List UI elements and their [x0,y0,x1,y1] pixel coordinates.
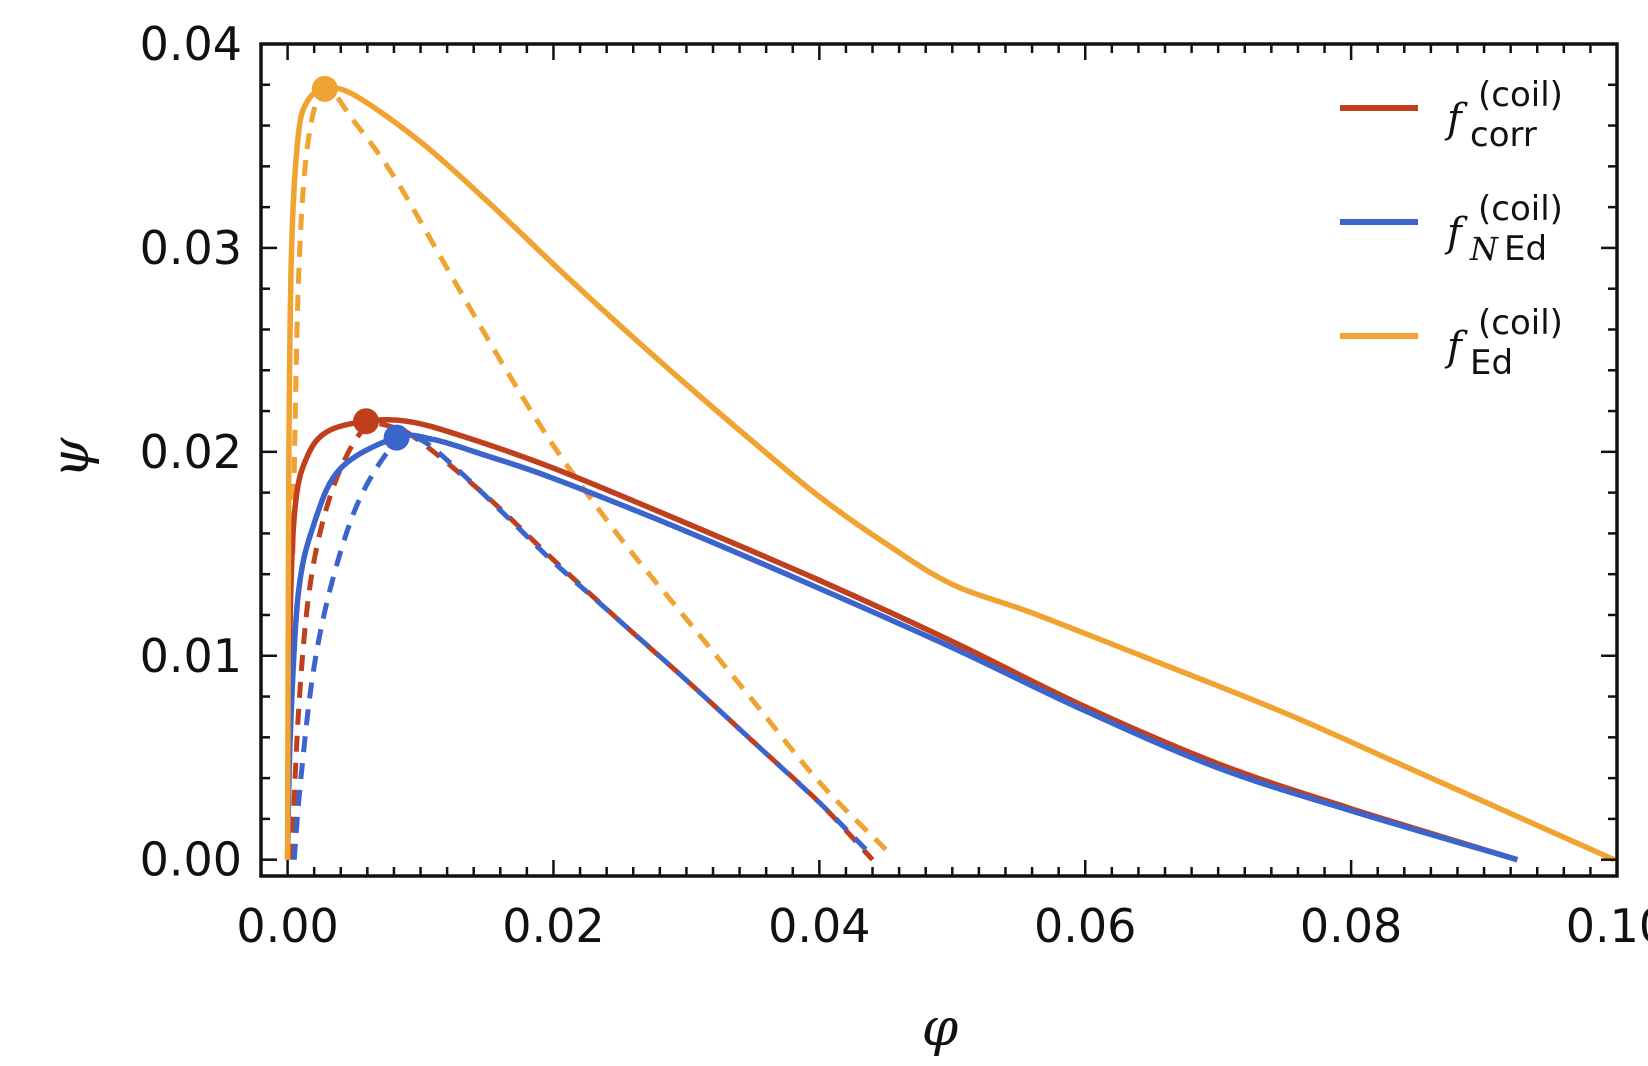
y-tick-label: 0.00 [140,833,242,887]
series-ed-solid-line [284,85,1616,863]
x-axis-label: φ [922,998,959,1058]
y-tick-label: 0.03 [140,221,242,275]
legend-item-n-ed: f(coil)N Ed [1340,189,1563,269]
series-n-ed-dashed-line [291,432,868,860]
x-tick-label: 0.10 [1566,899,1648,953]
peak-markers [311,75,410,451]
tick-labels: 0.00 0.02 0.04 0.06 0.08 0.10 0.00 0.01 0.02 0.03… [140,17,1648,953]
legend-superscript: (coil) [1478,189,1563,229]
x-tick-label: 0.06 [1034,899,1136,953]
legend-subscript: Ed [1504,229,1547,269]
y-tick-label: 0.02 [140,425,242,479]
axis-ticks [261,42,1619,876]
legend-superscript: (coil) [1478,75,1563,115]
y-tick-label: 0.01 [140,629,242,683]
x-tick-label: 0.04 [768,899,870,953]
legend-item-corr: f(coil)corr [1340,75,1563,155]
plot-frame [259,42,1619,878]
legend-subscript-italic: N [1469,230,1499,268]
x-tick-label: 0.00 [236,899,338,953]
x-tick-label: 0.08 [1300,899,1402,953]
y-axis-label: ψ [41,436,101,478]
series-corr-dashed-line [289,421,875,862]
series-ed-dashed-line [290,86,888,852]
plot-curves [284,85,1616,863]
series-n-ed-solid-line [284,432,1519,863]
legend-symbol: f [1444,210,1468,256]
legend-subscript: Ed [1470,343,1513,383]
series-corr-peak-point [353,408,380,435]
legend-item-ed: f(coil)Ed [1340,303,1563,383]
series-ed-peak-point [311,75,338,102]
legend-superscript: (coil) [1478,303,1563,343]
series-corr-solid-line [284,417,1519,863]
x-tick-label: 0.02 [502,899,604,953]
y-tick-label: 0.04 [140,17,242,71]
series-n-ed-peak-point [383,424,410,451]
legend-subscript: corr [1470,115,1537,155]
legend-symbol: f [1444,324,1468,370]
legend-symbol: f [1444,96,1468,142]
